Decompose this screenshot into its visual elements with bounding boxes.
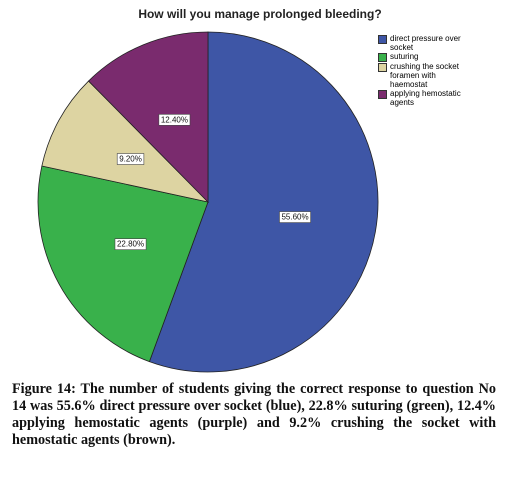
label-box [158, 114, 191, 126]
legend-item: direct pressure over socket [378, 34, 506, 52]
slice-label-text: 12.40% [161, 115, 188, 124]
legend-label: crushing the socket foramen with haemost… [390, 62, 459, 89]
slice-label: 55.60% [279, 211, 311, 223]
chart-title: How will you manage prolonged bleeding? [138, 7, 381, 21]
slice-label-text: 22.80% [117, 240, 144, 249]
slice-label-text: 55.60% [281, 213, 308, 222]
pie-slice [87, 31, 209, 203]
slice-label-text: 9.20% [119, 155, 142, 164]
chart: How will you manage prolonged bleeding? … [37, 7, 382, 373]
caption: Figure 14: The number of students giving… [12, 381, 496, 448]
legend-swatch [378, 53, 387, 62]
legend-label: direct pressure over socket [390, 34, 461, 52]
legend-item: suturing [378, 52, 506, 62]
slice-label: 12.40% [158, 114, 191, 126]
legend-label: applying hemostatic agents [390, 89, 461, 107]
pie-slice [37, 165, 209, 363]
slice-label: 9.20% [116, 153, 145, 165]
legend-swatch [378, 90, 387, 99]
label-box [114, 238, 147, 250]
label-box [279, 211, 311, 223]
legend: direct pressure over socket suturing crush… [378, 34, 506, 107]
pie-slice [148, 31, 379, 373]
label-box [116, 153, 145, 165]
legend-label: suturing [390, 52, 419, 61]
legend-item: crushing the socket foramen with haemost… [378, 62, 506, 89]
slice-label: 22.80% [114, 238, 147, 250]
legend-swatch [378, 63, 387, 72]
pie-slice [41, 80, 210, 203]
legend-item: applying hemostatic agents [378, 89, 506, 107]
legend-swatch [378, 35, 387, 44]
